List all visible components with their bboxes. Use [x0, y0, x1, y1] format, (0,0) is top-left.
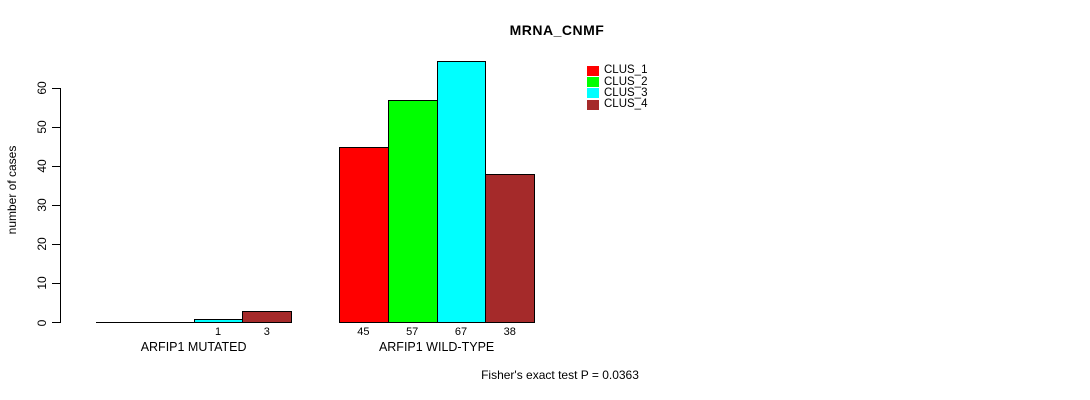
group-label-arfip1-mutated: ARFIP1 MUTATED	[140, 340, 247, 354]
y-tick-mark	[52, 87, 60, 89]
bar-value-label: 45	[357, 326, 370, 338]
legend-label: CLUS_4	[604, 98, 648, 111]
y-tick-mark	[52, 322, 60, 323]
legend-item-clus-2: CLUS_2	[587, 76, 647, 87]
legend-label: CLUS_3	[604, 86, 648, 99]
y-axis-title: number of cases	[5, 145, 19, 235]
bar-clus-4-arfip1-mutated	[242, 310, 293, 323]
bar-value-label: 57	[406, 326, 419, 338]
legend-swatch-icon	[587, 65, 599, 76]
y-tick-label: 20	[35, 237, 49, 252]
y-tick-mark	[52, 126, 60, 128]
bar-value-label: 67	[454, 326, 468, 338]
legend-label: CLUS_1	[604, 64, 648, 77]
legend-swatch-icon	[587, 77, 599, 88]
y-tick-label: 0	[35, 319, 49, 326]
bar-value-label: 1	[214, 326, 222, 338]
y-tick-label: 30	[35, 198, 49, 212]
bar-clus-4-arfip1-wild-type	[485, 173, 536, 323]
bar-value-label: 38	[503, 326, 516, 338]
legend-item-clus-3: CLUS_3	[587, 86, 648, 99]
chart-title: MRNA_CNMF	[509, 22, 605, 38]
legend-swatch-icon	[587, 88, 599, 99]
legend-label: CLUS_2	[604, 75, 648, 88]
y-tick-mark	[52, 282, 60, 284]
y-tick-mark	[52, 165, 60, 167]
bar-clus-3-arfip1-mutated	[193, 318, 244, 323]
y-tick-label: 10	[35, 276, 49, 291]
legend-swatch-icon	[587, 99, 599, 110]
bar-value-label: 3	[263, 326, 270, 338]
bar-clus-1-arfip1-wild-type	[339, 146, 389, 323]
legend: CLUS_1 CLUS_2 CLUS_3 CLUS_4	[587, 64, 648, 111]
bar-clus-3-arfip1-wild-type	[436, 60, 487, 323]
y-tick-mark	[52, 243, 60, 245]
y-tick-mark	[52, 204, 60, 206]
legend-item-clus-4: CLUS_4	[587, 99, 647, 110]
y-tick-label: 60	[35, 81, 49, 95]
legend-item-clus-1: CLUS_1	[587, 64, 648, 77]
y-tick-label: 50	[35, 120, 49, 134]
y-tick-label: 40	[35, 159, 49, 173]
fisher-test-note: Fisher's exact test P = 0.0363	[481, 368, 639, 382]
group-label-arfip1-wild-type: ARFIP1 WILD-TYPE	[378, 340, 495, 354]
y-axis-line	[60, 88, 61, 323]
bar-clus-2-arfip1-wild-type	[387, 99, 438, 323]
